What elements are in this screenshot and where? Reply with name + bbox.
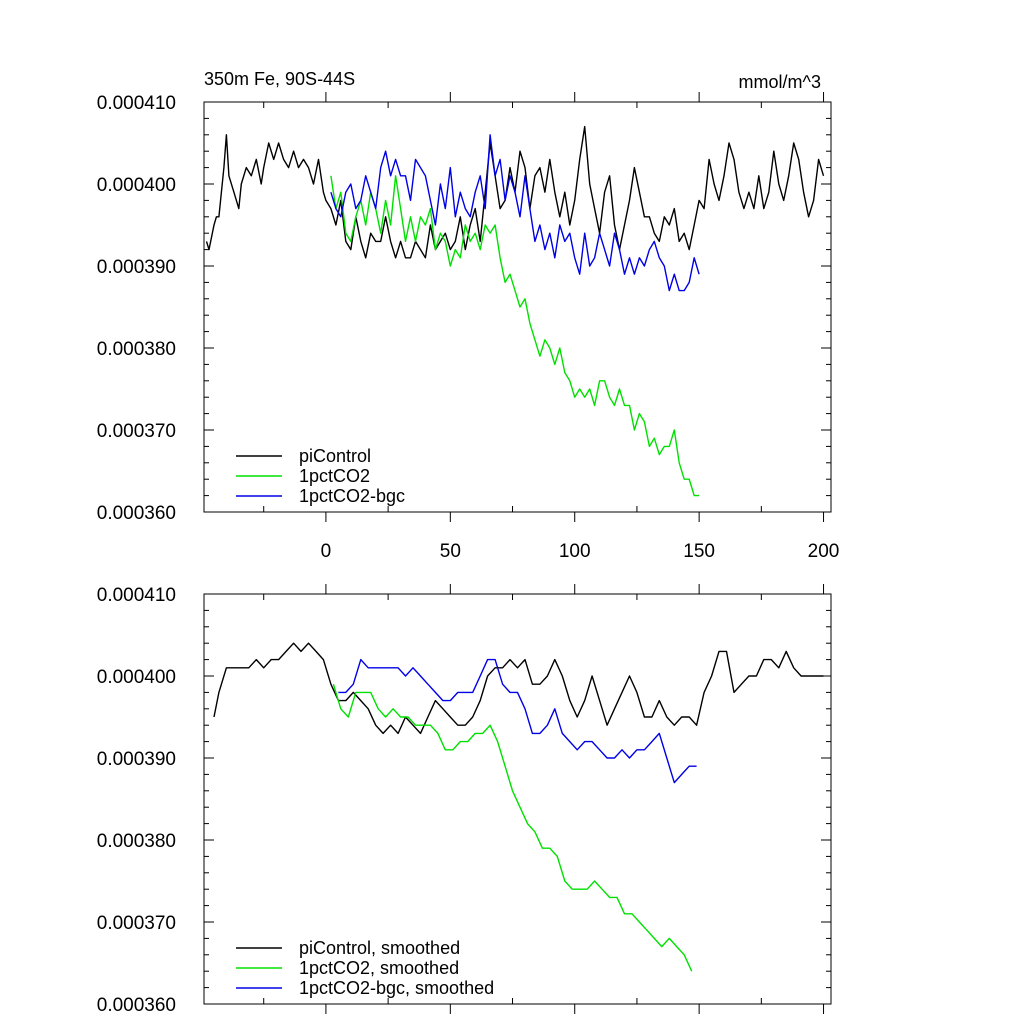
y-tick-label: 0.000390 (97, 257, 176, 278)
x-tick-label: 50 (440, 541, 461, 562)
legend-label: 1pctCO2 (299, 466, 370, 486)
legend-label: piControl (299, 446, 371, 466)
series-line-2 (330, 175, 700, 497)
y-tick-label: 0.000370 (97, 913, 176, 934)
series-line-1 (213, 642, 824, 735)
legend-label: 1pctCO2, smoothed (299, 958, 459, 978)
y-tick-label: 0.000390 (97, 749, 176, 770)
x-tick-label: 150 (683, 541, 715, 562)
series-line-3 (338, 658, 697, 784)
x-tick-label: 200 (808, 541, 840, 562)
x-tick-label: 0 (321, 541, 332, 562)
y-tick-label: 0.000370 (97, 421, 176, 442)
plot-frame (203, 101, 832, 513)
units-label: mmol/m^3 (739, 72, 821, 92)
y-tick-label: 0.000380 (97, 339, 176, 360)
series-line-3 (330, 134, 700, 292)
y-tick-label: 0.000400 (97, 667, 176, 688)
y-tick-label: 0.000410 (97, 585, 176, 606)
y-tick-label: 0.000400 (97, 175, 176, 196)
series-line-2 (332, 683, 693, 972)
legend-label: piControl, smoothed (299, 938, 460, 958)
y-tick-label: 0.000360 (97, 995, 176, 1016)
y-tick-label: 0.000360 (97, 503, 176, 524)
y-tick-label: 0.000380 (97, 831, 176, 852)
x-tick-label: 100 (559, 541, 591, 562)
y-tick-label: 0.000410 (97, 93, 176, 114)
plot-frame (203, 593, 832, 1005)
legend-label: 1pctCO2-bgc, smoothed (299, 978, 494, 998)
legend-label: 1pctCO2-bgc (299, 486, 405, 506)
chart-title: 350m Fe, 90S-44S (204, 69, 355, 89)
